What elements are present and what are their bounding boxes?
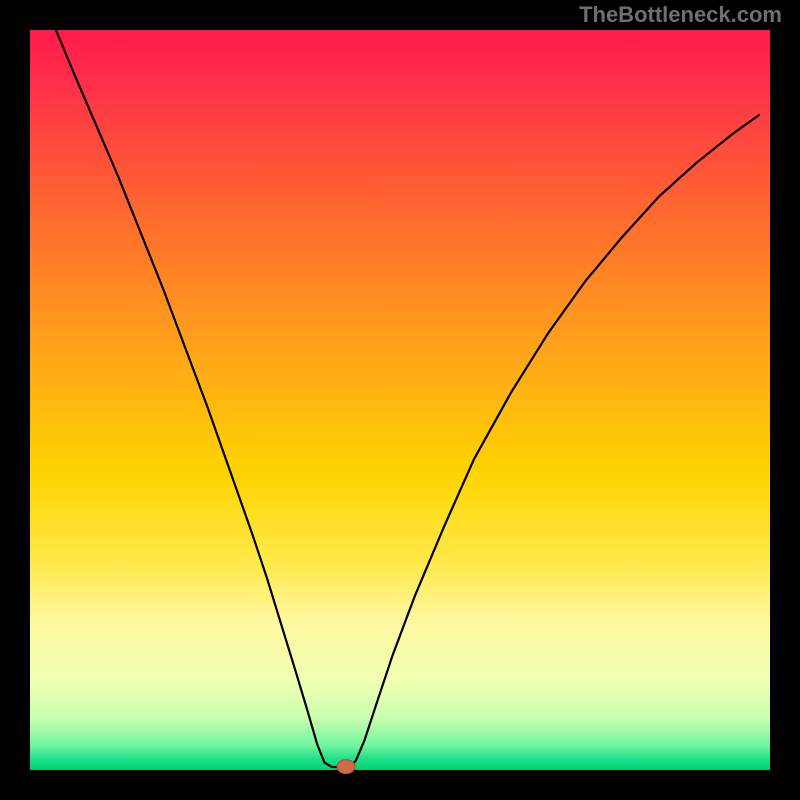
optimum-marker	[337, 760, 355, 774]
figure-root: { "figure": { "type": "line", "width_px"…	[0, 0, 800, 800]
bottleneck-chart	[0, 0, 800, 800]
watermark-text: TheBottleneck.com	[579, 2, 782, 28]
plot-area	[30, 30, 770, 770]
